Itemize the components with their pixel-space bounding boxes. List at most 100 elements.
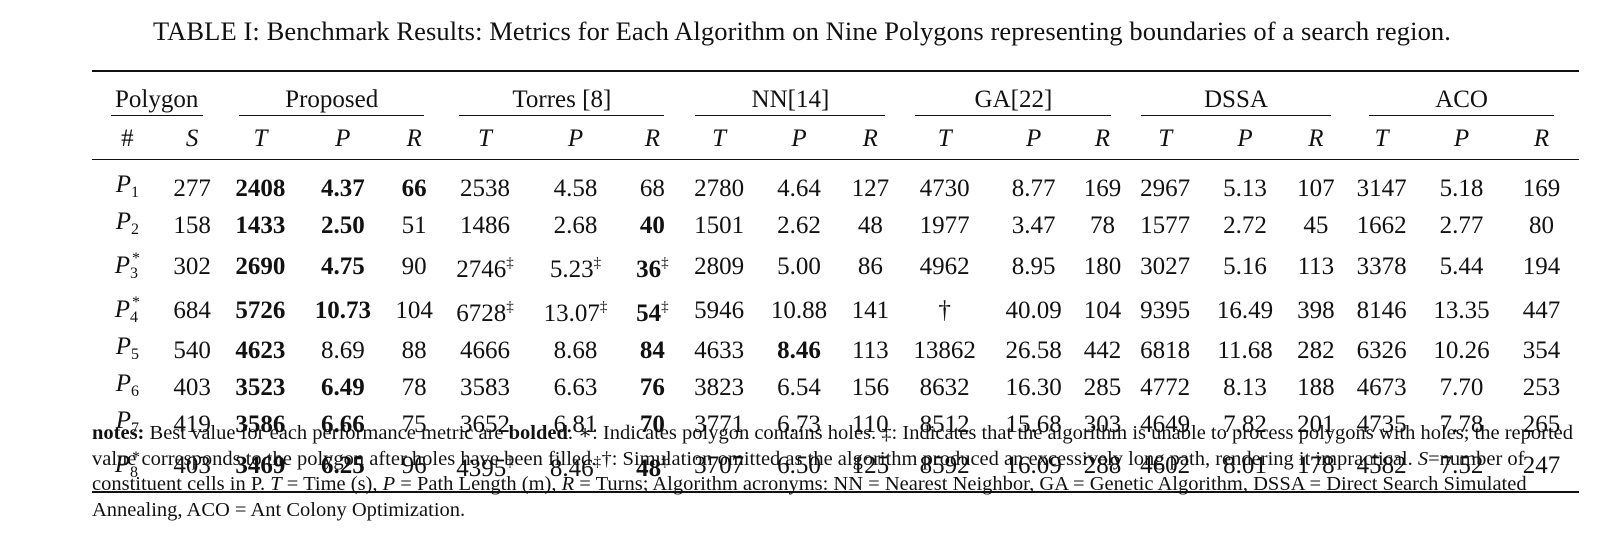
table-cell: 6.54 xyxy=(757,369,842,406)
table-cell: 110 xyxy=(841,406,899,443)
cell-value: 5.18 xyxy=(1439,175,1484,202)
table-cell: 16.30 xyxy=(990,369,1077,406)
cell-value: 70 xyxy=(639,411,665,438)
table-cell: 178 xyxy=(1288,443,1345,492)
polygon-label: P5 xyxy=(92,332,163,369)
cell-value: † xyxy=(938,296,951,324)
table-cell: 13862 xyxy=(899,332,990,369)
table-cell: 302 xyxy=(163,244,222,288)
cell-value: 169 xyxy=(1522,175,1561,202)
cell-value: 4.58 xyxy=(553,175,598,202)
table-cell: 3378 xyxy=(1344,244,1419,288)
table-cell: 11.68 xyxy=(1203,332,1288,369)
cell-value: 6.81 xyxy=(553,411,598,438)
table-cell: † xyxy=(899,288,990,332)
cell-value: 1977 xyxy=(919,212,970,239)
cell-value: 4582 xyxy=(1356,451,1407,479)
table-cell: 2538 xyxy=(442,160,528,208)
cell-value: 303 xyxy=(1083,411,1122,438)
table-cell: 1577 xyxy=(1128,207,1203,244)
cell-value: 4602 xyxy=(1140,451,1191,479)
table-cell: 398 xyxy=(1288,288,1345,332)
header-var: R xyxy=(862,125,878,152)
polygon-label: P7 xyxy=(92,406,163,443)
cell-value: 178 xyxy=(1297,451,1335,479)
table-cell: 7.52 xyxy=(1419,443,1504,492)
cell-value: 201 xyxy=(1297,411,1335,438)
header-var: P xyxy=(567,125,584,152)
cell-value: 2809 xyxy=(694,252,745,280)
cell-value: 285 xyxy=(1083,374,1122,401)
table-cell: 4623 xyxy=(221,332,299,369)
table-cell: 8.13 xyxy=(1203,369,1288,406)
polygon-letter: P xyxy=(115,171,132,198)
table-cell: 15.68 xyxy=(990,406,1077,443)
table-cell: 40.09 xyxy=(990,288,1077,332)
table-cell: 88 xyxy=(386,332,442,369)
cell-value: 45 xyxy=(1303,212,1329,239)
table-cell: 8.68 xyxy=(528,332,623,369)
table-cell: 3707 xyxy=(682,443,757,492)
table-cell: 113 xyxy=(1288,244,1345,288)
cell-value: 3523 xyxy=(235,374,286,401)
table-cell: 4.64 xyxy=(757,160,842,208)
holes-marker: * xyxy=(132,250,141,267)
cell-value: 2.50 xyxy=(320,212,365,239)
header-var: P xyxy=(1026,125,1042,152)
table-cell: 6.25 xyxy=(299,443,386,492)
holes-marker: * xyxy=(132,449,141,466)
cell-value: 442 xyxy=(1083,337,1122,364)
table-cell: 1433 xyxy=(221,207,299,244)
table-cell: 180 xyxy=(1077,244,1128,288)
cell-value: 9395 xyxy=(1140,296,1191,324)
cell-value: 8.46 xyxy=(549,454,594,482)
cell-value: 48 xyxy=(636,454,662,482)
table-row: P5 540 4623 8.69 88 4666 8.68 84 4633 8.46 113 1386… xyxy=(92,332,1579,369)
cell-value: 4623 xyxy=(235,337,286,364)
cell-value: 2967 xyxy=(1140,175,1191,202)
cell-value: 10.26 xyxy=(1433,337,1490,364)
polygon-label: P3* xyxy=(92,244,163,288)
table-cell: 66 xyxy=(386,160,442,208)
table-cell: 4772 xyxy=(1128,369,1203,406)
header-var: P xyxy=(335,125,351,152)
table-cell: 68 xyxy=(623,160,682,208)
table-cell: 8.95 xyxy=(990,244,1077,288)
table-cell: 5.23‡ xyxy=(528,244,623,288)
cell-value: 540 xyxy=(173,337,211,364)
table-row: P4* 684 5726 10.73 104 6728‡ 13.07‡ 54‡ 5946 10.8… xyxy=(92,288,1579,332)
table-cell: 2.68 xyxy=(528,207,623,244)
table-row: P6 403 3523 6.49 78 3583 6.63 76 3823 6.54 156 8632… xyxy=(92,369,1579,406)
header-var: R xyxy=(406,125,422,152)
notes-text: Best value for each performance metric a… xyxy=(144,422,509,444)
polygon-letter: P xyxy=(115,208,132,235)
cell-value: 8.95 xyxy=(1011,252,1056,280)
table-cell: 13.35 xyxy=(1419,288,1504,332)
table-cell: 1501 xyxy=(682,207,757,244)
table-cell: 2.50 xyxy=(299,207,386,244)
benchmark-table: Polygon Proposed Torres [8] NN[14] GA[22… xyxy=(92,70,1579,493)
header-var: R xyxy=(1308,125,1324,152)
table-cell: 5.00 xyxy=(757,244,842,288)
polygon-label: P8* xyxy=(92,443,163,492)
filled-holes-marker: ‡ xyxy=(506,254,514,271)
cell-value: 3027 xyxy=(1140,252,1191,280)
cell-value: 180 xyxy=(1083,252,1122,280)
cell-value: 4.64 xyxy=(777,175,821,202)
notes-symbol: R xyxy=(561,473,575,495)
variable-header-row: # S T P R T P R T P R T P R T P R T P R xyxy=(92,119,1579,160)
table-cell: 194 xyxy=(1504,244,1579,288)
header-var: R xyxy=(1094,125,1111,152)
cell-value: 3823 xyxy=(694,374,745,401)
table-cell: 201 xyxy=(1288,406,1345,443)
table-cell: 3583 xyxy=(442,369,528,406)
cell-value: 3707 xyxy=(694,451,745,479)
polygon-letter: P xyxy=(114,296,131,323)
cell-value: 2.68 xyxy=(553,212,598,239)
cell-value: 4649 xyxy=(1140,411,1191,438)
cell-value: 4730 xyxy=(919,175,970,202)
table-cell: 1486 xyxy=(442,207,528,244)
table-cell: 288 xyxy=(1077,443,1128,492)
notes-symbol: P xyxy=(382,473,396,495)
cell-value: 4962 xyxy=(919,252,970,280)
